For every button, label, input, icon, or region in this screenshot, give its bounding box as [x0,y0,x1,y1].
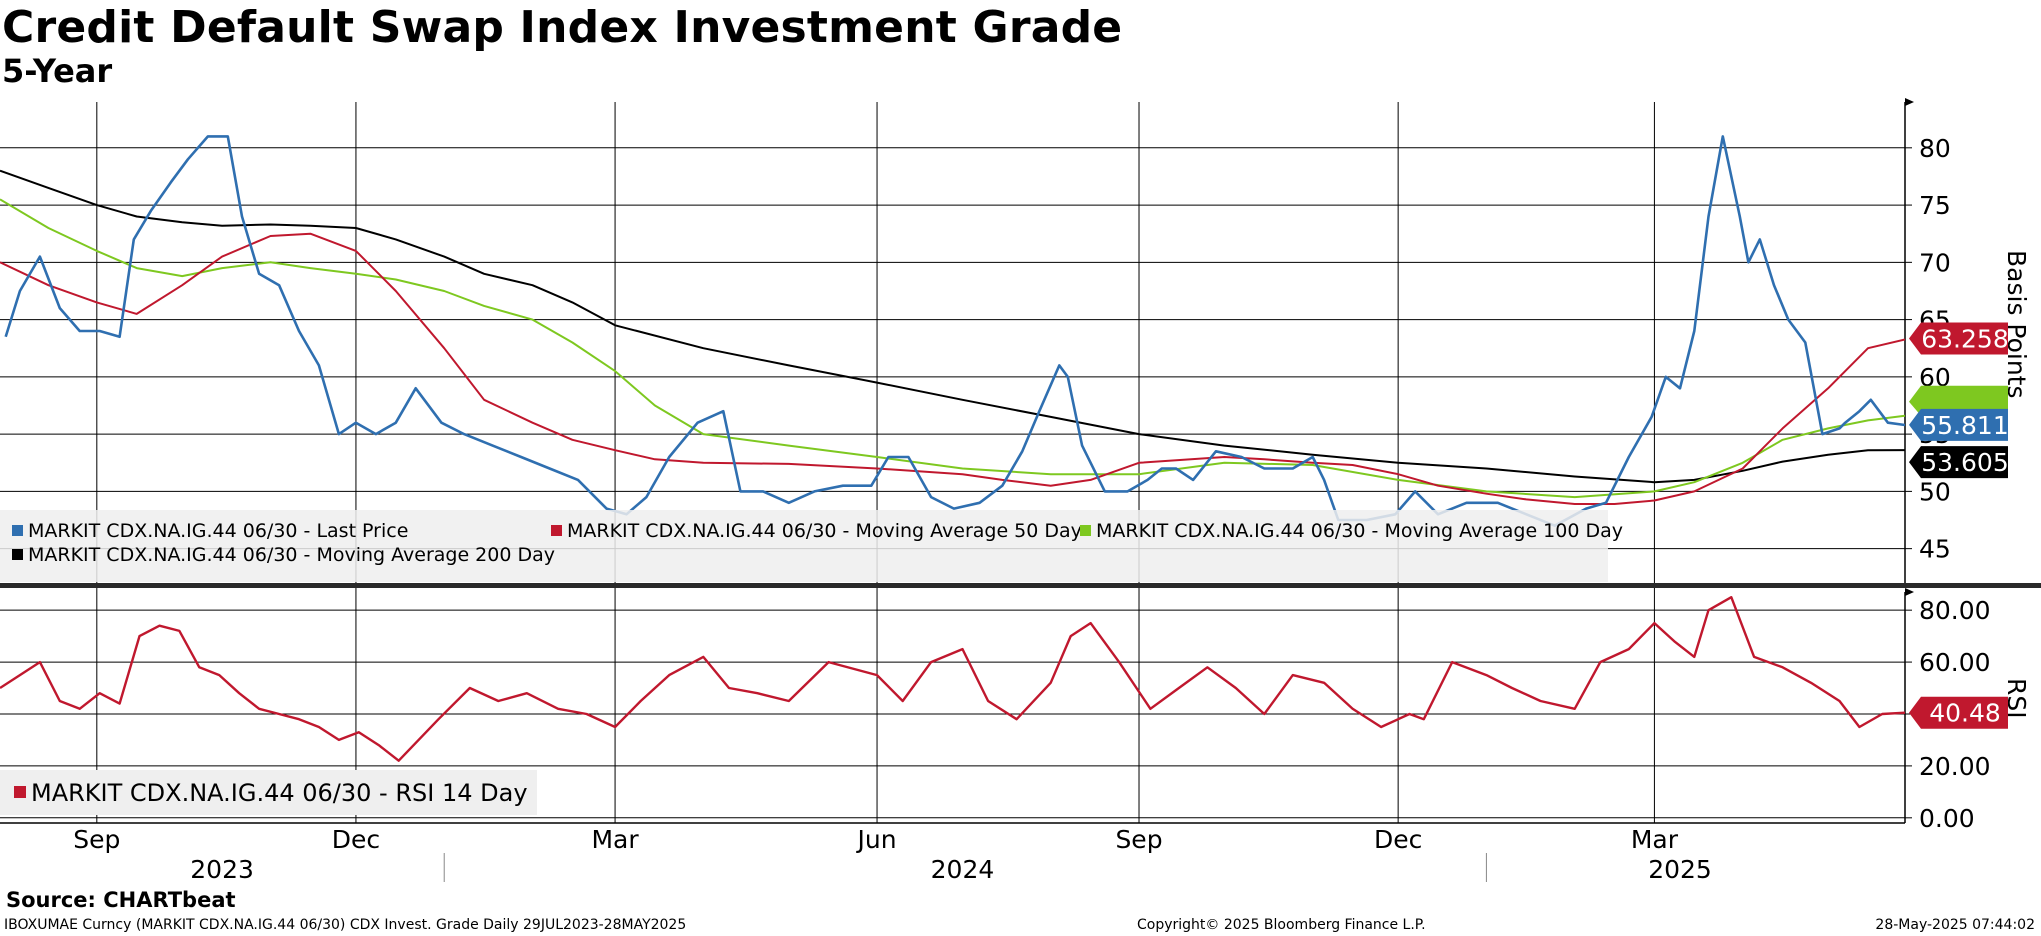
last-price-value-tag-bg [1909,408,2008,441]
rsi-tick-label: 20.00 [1919,752,1991,781]
legend-swatch-rsi [14,786,26,798]
x-tick-label: Mar [1631,825,1679,854]
x-tick-label: Dec [1374,825,1422,854]
rsi-axis-arrow [1905,588,1914,596]
ma50-value-tag-text: 63.258 [1921,325,2008,354]
year-label: 2024 [931,855,995,884]
series-line-rsi [0,596,1905,762]
ma200-value-tag-bg [1909,446,2008,479]
rsi-tick-label: 60.00 [1919,648,1991,677]
ma200-value-tag-text: 53.605 [1921,448,2008,477]
source-label: Source: CHARTbeat [6,888,236,912]
rsi-tick-label: 0.00 [1919,804,1975,833]
price-axis-arrow [1905,98,1914,106]
price-tick-label: 45 [1919,535,1951,564]
footer-timestamp: 28-May-2025 07:44:02 [1875,917,2035,933]
footer-copyright: Copyright© 2025 Bloomberg Finance L.P. [1137,917,1426,933]
series-line-last_price [4,135,1905,528]
legend-label-ma200: MARKIT CDX.NA.IG.44 06/30 - Moving Avera… [28,544,555,566]
year-label: 2023 [190,855,254,884]
price-tick-label: 50 [1919,477,1951,506]
series-line-ma200 [0,169,1905,484]
x-tick-label: Mar [591,825,639,854]
x-tick-label: Jun [856,825,897,854]
rsi-legend-box [0,770,537,815]
rsi-value-tag-text: 40.48 [1929,699,2001,728]
price-tick-label: 75 [1919,191,1951,220]
rsi-value-tag-bg [1909,696,2008,729]
legend-swatch-last_price [12,525,23,536]
series-line-ma100 [0,198,1905,499]
rsi-value-tag: 40.48 [1909,696,2008,729]
legend-label-rsi: MARKIT CDX.NA.IG.44 06/30 - RSI 14 Day [31,779,528,807]
price-tick-label: 70 [1919,248,1951,277]
last-price-value-tag: 55.811 [1909,408,2009,441]
series-line-ma50 [0,232,1905,505]
ma200-value-tag: 53.605 [1909,446,2009,479]
price-legend-box [0,510,1608,582]
legend-label-ma100: MARKIT CDX.NA.IG.44 06/30 - Moving Avera… [1096,520,1623,542]
x-tick-label: Sep [1115,825,1162,854]
footer-ticker: IBOXUMAE Curncy (MARKIT CDX.NA.IG.44 06/… [4,917,687,933]
x-tick-label: Sep [73,825,120,854]
x-tick-label: Dec [332,825,380,854]
year-label: 2025 [1648,855,1712,884]
ma50-value-tag: 63.258 [1909,322,2009,355]
ma50-value-tag-bg [1909,322,2008,355]
legend-label-ma50: MARKIT CDX.NA.IG.44 06/30 - Moving Avera… [567,520,1082,542]
legend-swatch-ma200 [12,549,23,560]
legend-swatch-ma50 [551,525,562,536]
legend-swatch-ma100 [1080,525,1091,536]
ma100-value-tag [1909,385,2008,416]
last-price-value-tag-text: 55.811 [1921,411,2008,440]
price-tick-label: 80 [1919,134,1951,163]
rsi-tick-label: 80.00 [1919,596,1991,625]
chart-subtitle: 5-Year [2,52,113,90]
chart-title: Credit Default Swap Index Investment Gra… [2,2,1123,53]
legend-label-last_price: MARKIT CDX.NA.IG.44 06/30 - Last Price [28,520,408,542]
panel-separator [0,583,2041,588]
